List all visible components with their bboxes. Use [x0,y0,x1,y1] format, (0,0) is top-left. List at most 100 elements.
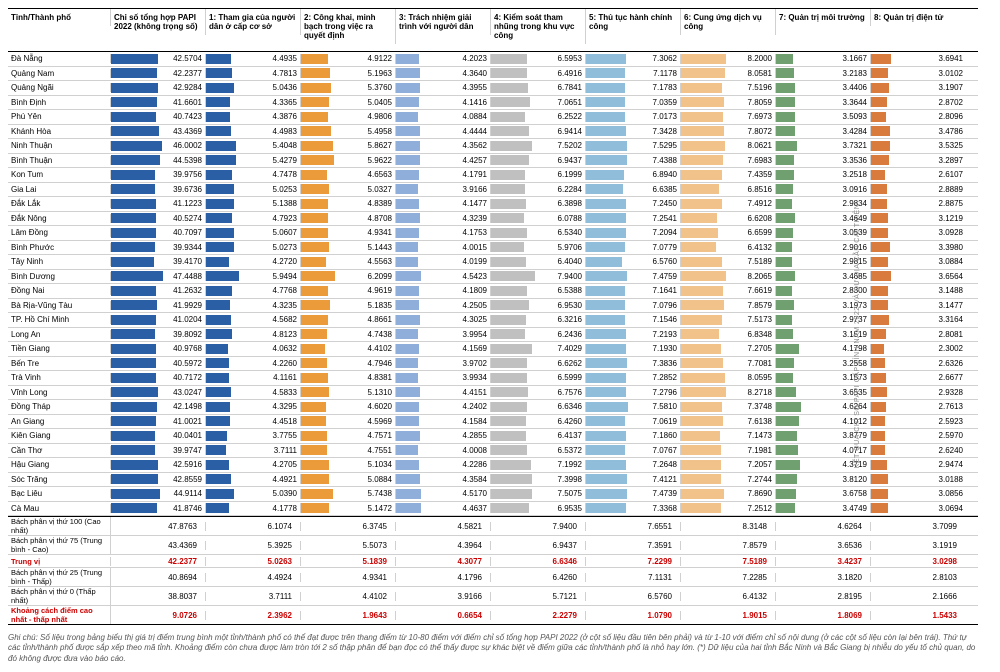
cell-value: 4.2286 [452,460,490,469]
cell-value: 7.0173 [642,112,680,121]
data-cell: 40.7423 [111,112,206,122]
cell-value: 3.3980 [928,243,966,252]
data-cell: 4.5563 [301,257,396,267]
cell-value: 2.9328 [928,388,966,397]
data-cell: 7.1992 [491,460,586,470]
data-cell: 3.0916 [776,184,871,194]
stats-cell: 2.8195 [776,592,871,601]
table-row: Quảng Nam42.23774.78135.19634.36406.4916… [8,67,978,82]
cell-value: 3.0188 [928,475,966,484]
cell-value: 7.1860 [642,431,680,440]
data-cell: 5.8627 [301,141,396,151]
cell-value: 8.0595 [737,373,775,382]
cell-value: 3.6758 [832,489,870,498]
cell-value: 5.1034 [357,460,395,469]
province-name: Quảng Nam [8,69,111,78]
data-cell: 4.3235 [206,300,301,310]
data-cell: 43.0247 [111,387,206,397]
stats-cell: 6.3745 [301,522,396,531]
data-cell: 7.4029 [491,344,586,354]
cell-value: 5.0884 [357,475,395,484]
cell-value: 4.5563 [357,257,395,266]
stats-cell: 2.1666 [871,592,966,601]
table-row: Vĩnh Long43.02474.58335.13104.41516.7576… [8,386,978,401]
stats-value: 4.6264 [776,522,866,531]
stats-value: 6.1074 [206,522,296,531]
cell-value: 4.4444 [452,127,490,136]
table-row: Tây Ninh39.41704.27204.55634.01996.40406… [8,255,978,270]
data-cell: 3.0884 [871,257,966,267]
data-cell: 7.1473 [681,431,776,441]
cell-value: 6.5372 [547,446,585,455]
cell-value: 6.3898 [547,199,585,208]
cell-value: 4.7478 [262,170,300,179]
data-cell: 7.2648 [586,460,681,470]
cell-value: 4.9806 [357,112,395,121]
cell-value: 5.7438 [357,489,395,498]
table-row: Sóc Trăng42.85594.49215.08844.35847.3998… [8,473,978,488]
data-cell: 4.3640 [396,68,491,78]
data-cell: 2.5970 [871,431,966,441]
cell-value: 7.4121 [642,475,680,484]
data-cell: 40.9768 [111,344,206,354]
cell-value: 7.3428 [642,127,680,136]
stats-cell: 1.9015 [681,611,776,620]
data-cell: 3.0928 [871,228,966,238]
data-cell: 6.4260 [491,416,586,426]
cell-value: 4.4257 [452,156,490,165]
stats-cell: 7.2299 [586,557,681,566]
cell-value: 41.0204 [167,315,205,324]
cell-value: 7.4759 [642,272,680,281]
stats-cell: 9.0726 [111,611,206,620]
cell-value: 2.9737 [832,315,870,324]
cell-value: 7.3836 [642,359,680,368]
data-cell: 7.7081 [681,358,776,368]
data-cell: 7.0359 [586,97,681,107]
cell-value: 6.5388 [547,286,585,295]
data-cell: 6.9535 [491,503,586,513]
data-cell: 3.3644 [776,97,871,107]
stats-cell: 7.6551 [586,522,681,531]
data-cell: 4.8381 [301,373,396,383]
data-cell: 3.3164 [871,315,966,325]
cell-value: 8.2000 [737,54,775,63]
cell-value: 3.3164 [928,315,966,324]
data-cell: 4.7551 [301,445,396,455]
stats-value: 6.4260 [491,573,581,582]
cell-value: 4.3584 [452,475,490,484]
cell-value: 3.0856 [928,489,966,498]
cell-value: 6.4260 [547,417,585,426]
data-cell: 4.4935 [206,54,301,64]
table-row: Hậu Giang42.59164.27055.10344.22867.1992… [8,458,978,473]
data-cell: 4.3584 [396,474,491,484]
data-cell: 4.7923 [206,213,301,223]
cell-value: 4.4921 [262,475,300,484]
stats-value: 6.5760 [586,592,676,601]
data-cell: 41.2632 [111,286,206,296]
stats-cell: 6.4132 [681,592,776,601]
cell-value: 40.7172 [167,373,205,382]
cell-value: 5.1388 [262,199,300,208]
data-cell: 4.1791 [396,170,491,180]
cell-value: 3.5093 [832,112,870,121]
data-cell: 5.0436 [206,83,301,93]
data-cell: 4.2402 [396,402,491,412]
stats-cell: 6.1074 [206,522,301,531]
data-cell: 7.3998 [491,474,586,484]
province-name: Bà Rịa-Vũng Tàu [8,301,111,310]
cell-value: 6.4040 [547,257,585,266]
cell-value: 8.2065 [737,272,775,281]
data-cell: 2.8875 [871,199,966,209]
data-cell: 2.6677 [871,373,966,383]
data-cell: 7.2796 [586,387,681,397]
data-cell: 3.1477 [871,300,966,310]
cell-value: 4.6563 [357,170,395,179]
data-cell: 4.3025 [396,315,491,325]
cell-value: 6.8940 [642,170,680,179]
data-cell: 7.4739 [586,489,681,499]
data-cell: 3.8120 [776,474,871,484]
data-cell: 3.9702 [396,358,491,368]
stats-value: 5.5073 [301,541,391,550]
cell-value: 2.9815 [832,257,870,266]
data-cell: 40.0401 [111,431,206,441]
